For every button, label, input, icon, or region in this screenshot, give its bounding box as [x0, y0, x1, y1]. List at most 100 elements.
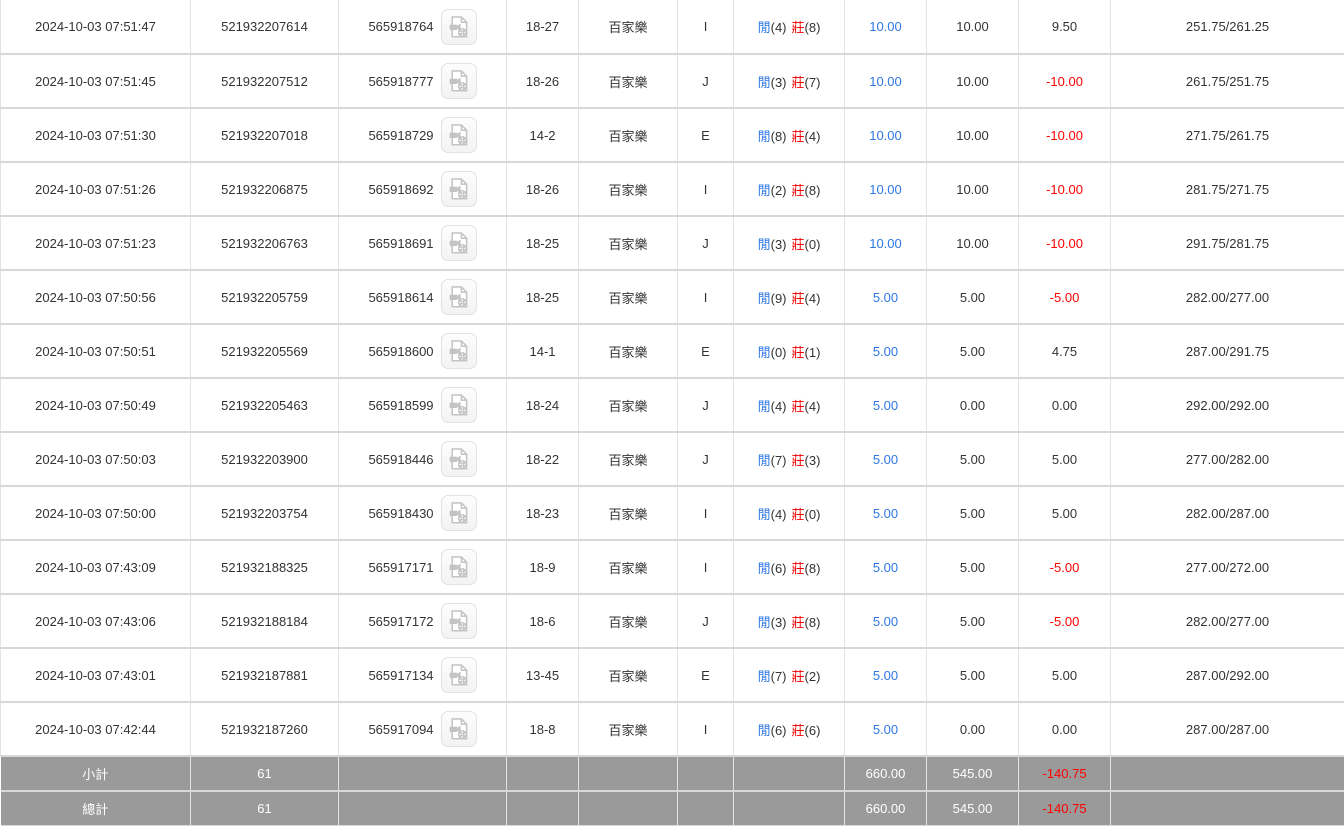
bet-amount-link[interactable]: 5.00	[872, 451, 899, 467]
valid-amount: 10.00	[926, 0, 1019, 55]
seat-letter: I	[677, 0, 734, 55]
video-replay-button[interactable]	[440, 8, 477, 45]
bet-amount-link[interactable]: 5.00	[872, 721, 899, 737]
bet-amount-link[interactable]: 5.00	[872, 289, 899, 305]
player-label: 閒	[757, 506, 771, 522]
winloss-amount: -10.00	[1018, 54, 1111, 109]
bet-amount-link[interactable]: 5.00	[872, 397, 899, 413]
game-round-cell: 565918692	[338, 162, 507, 217]
game-result-cell: 閒(7) 莊(2)	[733, 648, 845, 703]
seat-letter: J	[677, 216, 734, 271]
banker-label: 莊	[791, 614, 805, 630]
bet-amount-link[interactable]: 5.00	[872, 667, 899, 683]
balance-before-after: 292.00/292.00	[1110, 378, 1344, 433]
table-row: 2024-10-03 07:50:49 521932205463 5659185…	[0, 378, 1344, 433]
banker-points: (3)	[804, 452, 821, 468]
video-replay-button[interactable]	[440, 63, 477, 99]
valid-amount: 5.00	[926, 540, 1019, 595]
winloss-amount: 0.00	[1018, 378, 1111, 433]
valid-amount: 10.00	[926, 108, 1019, 163]
video-replay-button[interactable]	[440, 711, 477, 747]
bet-amount-cell: 10.00	[844, 108, 927, 163]
seat-letter: I	[677, 270, 734, 325]
game-round-id: 565918692	[368, 181, 434, 197]
banker-label: 莊	[791, 398, 805, 414]
video-replay-button[interactable]	[440, 441, 477, 477]
table-row: 2024-10-03 07:43:01 521932187881 5659171…	[0, 648, 1344, 703]
video-replay-button[interactable]	[440, 333, 477, 369]
table-round-number: 14-2	[506, 108, 579, 163]
game-name: 百家樂	[578, 0, 678, 55]
game-round-id: 565918614	[368, 289, 434, 305]
video-replay-button[interactable]	[440, 657, 477, 693]
video-file-icon	[447, 609, 471, 633]
game-result-cell: 閒(7) 莊(3)	[733, 432, 845, 487]
valid-amount: 10.00	[926, 216, 1019, 271]
game-round-cell: 565917172	[338, 594, 507, 649]
bet-amount-link[interactable]: 5.00	[872, 559, 899, 575]
game-round-id: 565918600	[368, 343, 434, 359]
table-row: 2024-10-03 07:42:44 521932187260 5659170…	[0, 702, 1344, 757]
bet-amount-link[interactable]: 10.00	[869, 181, 902, 197]
balance-before-after: 277.00/272.00	[1110, 540, 1344, 595]
banker-points: (6)	[804, 722, 821, 738]
video-replay-button[interactable]	[440, 603, 477, 639]
video-replay-button[interactable]	[440, 549, 477, 585]
bet-amount-link[interactable]: 5.00	[872, 613, 899, 629]
video-replay-button[interactable]	[440, 387, 477, 423]
bet-id: 521932187881	[190, 648, 339, 703]
table-round-number: 18-26	[506, 54, 579, 109]
game-result-cell: 閒(8) 莊(4)	[733, 108, 845, 163]
video-replay-button[interactable]	[440, 495, 477, 531]
video-replay-button[interactable]	[440, 225, 477, 261]
total-label: 總計	[0, 790, 191, 826]
game-round-cell: 565918691	[338, 216, 507, 271]
table-row: 2024-10-03 07:51:47 521932207614 5659187…	[0, 0, 1344, 55]
bet-amount-link[interactable]: 5.00	[872, 505, 899, 521]
bet-amount-link[interactable]: 10.00	[869, 73, 902, 89]
player-label: 閒	[757, 290, 771, 306]
bet-time: 2024-10-03 07:50:00	[0, 486, 191, 541]
winloss-amount: 0.00	[1018, 702, 1111, 757]
player-label: 閒	[757, 20, 771, 35]
bet-amount-link[interactable]: 10.00	[869, 19, 902, 34]
player-points: (4)	[770, 398, 787, 414]
valid-amount: 5.00	[926, 486, 1019, 541]
seat-letter: E	[677, 324, 734, 379]
game-name: 百家樂	[578, 54, 678, 109]
valid-amount: 5.00	[926, 648, 1019, 703]
game-round-cell: 565918430	[338, 486, 507, 541]
bet-amount-link[interactable]: 10.00	[869, 235, 902, 251]
banker-points: (8)	[804, 182, 821, 198]
balance-before-after: 277.00/282.00	[1110, 432, 1344, 487]
table-round-number: 18-25	[506, 270, 579, 325]
game-round-id: 565918691	[368, 235, 434, 251]
banker-label: 莊	[791, 668, 805, 684]
game-name: 百家樂	[578, 108, 678, 163]
seat-letter: I	[677, 540, 734, 595]
video-replay-button[interactable]	[440, 117, 477, 153]
banker-points: (7)	[804, 74, 821, 90]
video-replay-button[interactable]	[440, 279, 477, 315]
bet-amount-link[interactable]: 10.00	[869, 127, 902, 143]
bet-amount-cell: 5.00	[844, 702, 927, 757]
valid-amount: 5.00	[926, 594, 1019, 649]
table-round-number: 18-22	[506, 432, 579, 487]
game-name: 百家樂	[578, 378, 678, 433]
bet-amount-link[interactable]: 5.00	[872, 343, 899, 359]
valid-amount: 5.00	[926, 270, 1019, 325]
player-label: 閒	[757, 452, 771, 468]
bet-amount-cell: 10.00	[844, 216, 927, 271]
game-round-id: 565918599	[368, 397, 434, 413]
banker-label: 莊	[791, 182, 805, 198]
game-round-cell: 565918446	[338, 432, 507, 487]
video-file-icon	[447, 447, 471, 471]
footer-empty-cell	[1110, 755, 1344, 792]
game-result-cell: 閒(4) 莊(4)	[733, 378, 845, 433]
player-points: (0)	[770, 344, 787, 360]
video-replay-button[interactable]	[440, 171, 477, 207]
subtotal-bet-total: 660.00	[844, 755, 927, 792]
table-round-number: 18-6	[506, 594, 579, 649]
table-row: 2024-10-03 07:43:09 521932188325 5659171…	[0, 540, 1344, 595]
